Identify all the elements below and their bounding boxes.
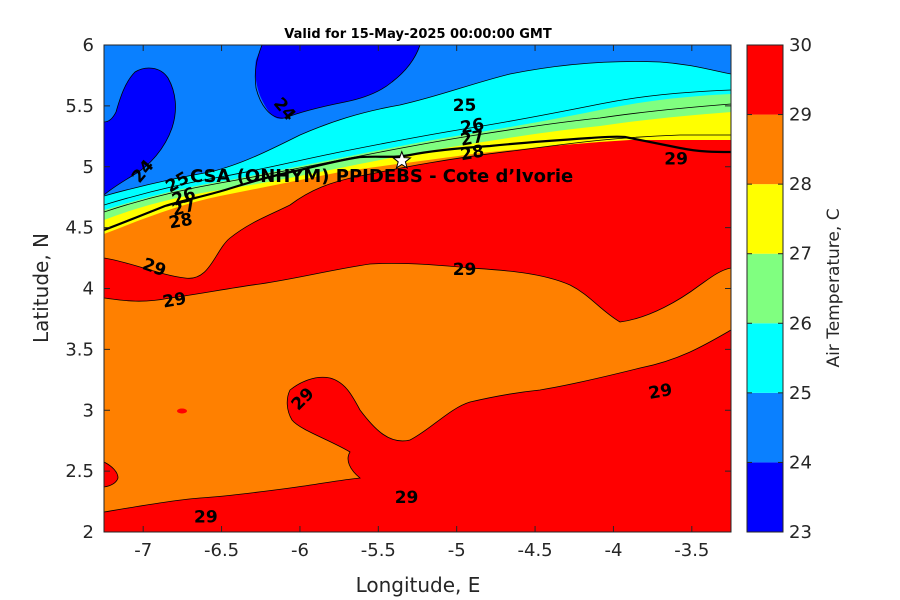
y-axis-ticks: 2 2.5 3 3.5 4 4.5 5 5.5 6 <box>65 35 731 543</box>
isoline-24-west <box>104 67 176 196</box>
colorbar-segment <box>747 323 783 393</box>
region-29-30-spot <box>177 408 187 414</box>
x-tick-label: -3.5 <box>674 540 709 561</box>
contour-field <box>104 45 731 532</box>
y-axis-label: Latitude, N <box>29 233 53 343</box>
colorbar: 23 24 25 26 27 28 29 30 <box>746 35 812 543</box>
x-tick-label: -5 <box>448 540 466 561</box>
contour-label: 25 <box>453 96 477 116</box>
colorbar-frame <box>746 44 784 533</box>
contour-label: 27 <box>459 127 486 151</box>
colorbar-tick-label: 25 <box>789 383 812 404</box>
contour-label: 29 <box>664 149 688 169</box>
contour-label: 28 <box>459 141 486 165</box>
y-tick-label: 3 <box>83 400 94 421</box>
contour-label: 29 <box>395 488 419 508</box>
isoline-25 <box>104 61 731 197</box>
plot-title: Valid for 15-May-2025 00:00:00 GMT <box>284 27 552 42</box>
y-tick-label: 2.5 <box>65 461 94 482</box>
region-23-24-north <box>255 45 420 119</box>
site-label: CSA (ONHYM) PPIDEBS - Cote d’Ivorie <box>190 166 573 187</box>
region-27-28 <box>104 104 731 234</box>
colorbar-label: Air Temperature, C <box>824 208 844 367</box>
isoline-29-west <box>104 461 119 488</box>
contour-label: 29 <box>647 380 674 404</box>
x-axis-label: Longitude, E <box>356 573 481 597</box>
colorbar-segment <box>747 184 783 254</box>
y-tick-label: 4 <box>83 279 94 300</box>
x-tick-label: -4.5 <box>518 540 553 561</box>
contour-label: 28 <box>167 210 194 234</box>
x-tick-label: -6 <box>291 540 309 561</box>
contour-label: 26 <box>459 115 486 139</box>
colorbar-tick-label: 24 <box>789 452 812 473</box>
contour-label: 29 <box>194 507 218 527</box>
isoline-29-north <box>104 134 731 279</box>
colorbar-tick-label: 28 <box>789 174 812 195</box>
y-tick-label: 3.5 <box>65 339 94 360</box>
isoline-26 <box>104 89 731 206</box>
y-tick-label: 5 <box>83 157 94 178</box>
y-tick-label: 4.5 <box>65 218 94 239</box>
colorbar-tick-label: 23 <box>789 522 812 543</box>
y-tick-label: 2 <box>83 522 94 543</box>
region-29-30-north <box>104 135 731 322</box>
x-axis-ticks: -7 -6.5 -6 -5.5 -5 -4.5 -4 -3.5 <box>134 45 709 561</box>
colorbar-tick-label: 27 <box>789 244 812 265</box>
isoline-29-central <box>104 262 731 323</box>
region-29-30-south <box>104 330 731 532</box>
colorbar-segment <box>747 462 783 532</box>
isoline-29-south <box>104 329 731 513</box>
contour-lines <box>104 45 731 513</box>
isoline-27 <box>104 103 731 213</box>
region-29-30-west <box>104 462 118 487</box>
station-star-icon <box>391 150 412 170</box>
contour-label: 29 <box>453 260 477 280</box>
region-25-26 <box>104 61 731 210</box>
region-23-24-west <box>104 68 176 195</box>
colorbar-segment <box>747 253 783 324</box>
colorbar-tick-label: 30 <box>789 35 812 56</box>
colorbar-segment <box>747 114 783 185</box>
colorbar-segment <box>747 392 783 463</box>
x-tick-label: -5.5 <box>361 540 396 561</box>
x-tick-label: -6.5 <box>204 540 239 561</box>
isoline-24-north <box>254 45 421 119</box>
colorbar-segment <box>747 45 783 115</box>
y-tick-label: 6 <box>83 35 94 56</box>
colorbar-tick-label: 26 <box>789 313 812 334</box>
colorbar-tick-label: 29 <box>789 105 812 126</box>
y-tick-label: 5.5 <box>65 96 94 117</box>
region-26-27 <box>104 90 731 220</box>
x-tick-label: -7 <box>134 540 152 561</box>
coastline <box>104 135 731 232</box>
contour-label: 29 <box>161 289 188 313</box>
x-tick-label: -4 <box>604 540 622 561</box>
